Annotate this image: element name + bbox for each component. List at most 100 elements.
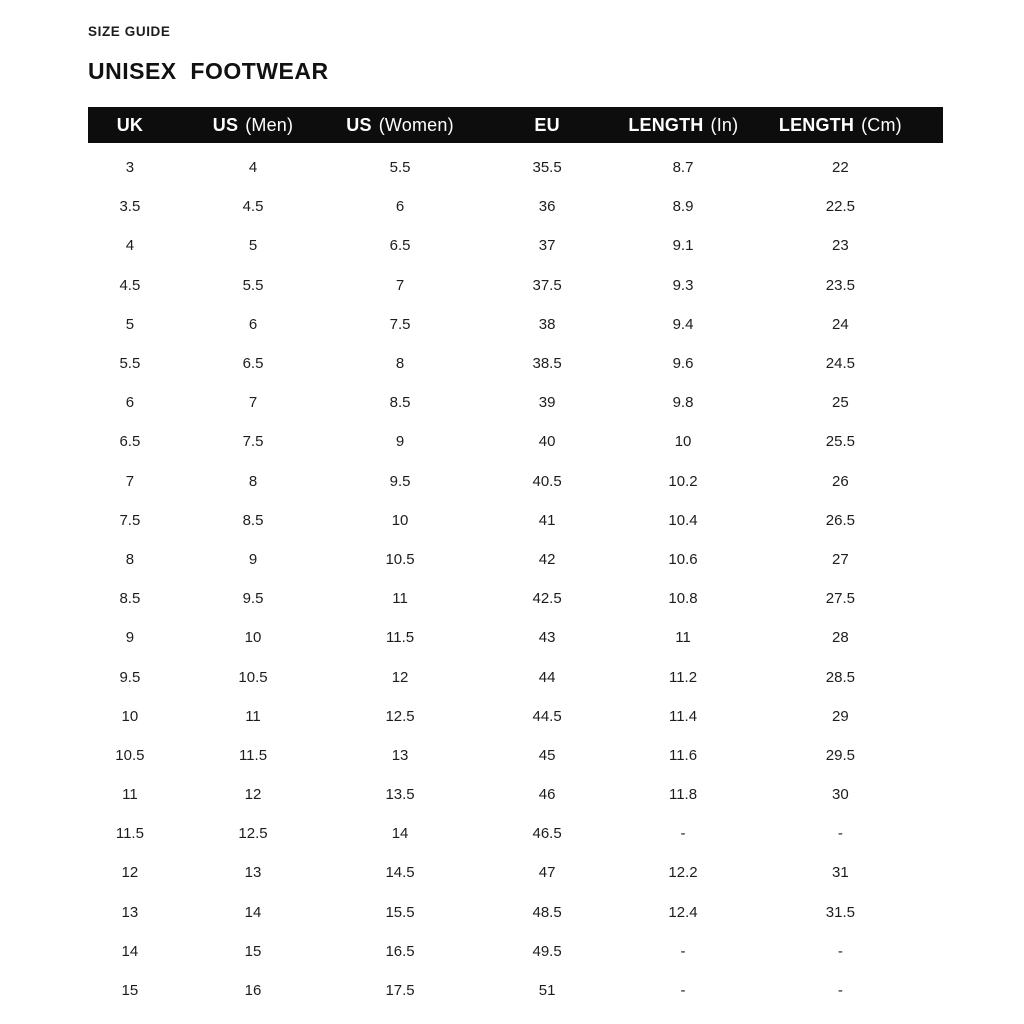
size-cell: 11.2 (668, 668, 698, 686)
size-cell: 10 (244, 629, 262, 647)
size-cell: 5 (125, 315, 135, 333)
size-cell: 6 (248, 315, 258, 333)
table-row: 4 5 6.5 37 9.1 23 (88, 226, 943, 265)
size-cell: 26.5 (825, 511, 855, 529)
size-cell: 35.5 (532, 159, 562, 177)
table-row: 11 12 13.5 46 11.8 30 (88, 775, 943, 814)
table-row: 7 8 9.5 40.5 10.2 26 (88, 462, 943, 501)
table-row: 15 16 17.5 51 - - (88, 971, 943, 1010)
table-row: 3 4 5.5 35.5 8.7 22 (88, 148, 943, 187)
size-cell: 7.5 (242, 433, 264, 451)
column-header-us-men: US (Men) (171, 107, 335, 143)
size-cell: 9.5 (242, 590, 264, 608)
size-cell: 11.8 (668, 786, 698, 804)
size-cell: 17.5 (385, 982, 415, 1000)
size-cell: 24 (832, 315, 849, 333)
size-cell: 13 (391, 746, 409, 764)
size-cell: 12 (244, 786, 262, 804)
size-cell: 27 (832, 550, 849, 568)
size-cell: 36 (538, 198, 556, 216)
size-cell: 11 (392, 590, 408, 608)
table-row: 5 6 7.5 38 9.4 24 (88, 305, 943, 344)
table-row: 13 14 15.5 48.5 12.4 31.5 (88, 893, 943, 932)
size-cell: 11.5 (115, 825, 144, 843)
size-guide-label: SIZE GUIDE (88, 24, 171, 39)
size-cell: 25.5 (825, 433, 855, 451)
size-cell: 29.5 (825, 746, 855, 764)
size-cell: 40 (538, 433, 556, 451)
size-cell: 7 (125, 472, 135, 490)
size-cell: 8 (125, 550, 135, 568)
size-cell: 38 (538, 315, 556, 333)
table-row: 8.5 9.5 11 42.5 10.8 27.5 (88, 579, 943, 618)
size-cell: 26 (832, 472, 849, 490)
size-cell: 29 (832, 707, 849, 725)
size-cell: 4 (125, 237, 135, 255)
size-cell: 12 (391, 668, 409, 686)
size-cell: 23.5 (825, 276, 855, 294)
size-cell: 5.5 (119, 355, 141, 373)
size-cell: 11.5 (386, 629, 415, 647)
size-cell: 6.5 (242, 355, 264, 373)
size-cell: 7 (395, 276, 405, 294)
size-cell: 10 (121, 707, 139, 725)
size-cell: 41 (538, 511, 556, 529)
table-row: 4.5 5.5 7 37.5 9.3 23.5 (88, 266, 943, 305)
size-cell: 15 (244, 942, 262, 960)
column-label: EU (534, 114, 560, 135)
size-cell: 9 (125, 629, 135, 647)
size-cell: 9.5 (389, 472, 411, 490)
size-cell: 14 (391, 825, 409, 843)
table-row: 12 13 14.5 47 12.2 31 (88, 853, 943, 892)
size-cell: 48.5 (532, 903, 562, 921)
size-cell: 42 (538, 550, 556, 568)
column-label: LENGTH (628, 114, 704, 135)
size-cell: 12.4 (668, 903, 698, 921)
size-cell: 11.5 (238, 746, 268, 764)
size-cell: 30 (832, 786, 849, 804)
size-cell: 40.5 (532, 472, 562, 490)
size-cell: 13.5 (385, 786, 415, 804)
size-cell: 4.5 (242, 198, 264, 216)
size-cell: 14.5 (385, 864, 415, 882)
size-cell: 7 (248, 394, 258, 412)
size-cell: 49.5 (532, 942, 562, 960)
size-cell: 6.5 (119, 433, 141, 451)
size-cell: 15.5 (385, 903, 415, 921)
size-cell: 23 (832, 237, 849, 255)
size-cell: 8.5 (389, 394, 411, 412)
size-cell: 8 (248, 472, 258, 490)
size-cell: - (680, 825, 686, 843)
size-cell: 8.7 (672, 159, 694, 177)
size-cell: 22.5 (825, 198, 855, 216)
size-cell: 31.5 (825, 903, 855, 921)
table-row: 14 15 16.5 49.5 - - (88, 932, 943, 971)
size-cell: 37 (538, 237, 556, 255)
column-qualifier: (In) (710, 114, 739, 135)
column-header-us-women: US (Women) (334, 107, 466, 143)
size-cell: 28 (832, 629, 849, 647)
size-cell: 11 (245, 707, 261, 725)
size-cell: 7.5 (389, 315, 411, 333)
table-row: 10 11 12.5 44.5 11.4 29 (88, 697, 943, 736)
size-cell: 22 (832, 159, 849, 177)
page-title: UNISEX FOOTWEAR (88, 58, 329, 84)
size-cell: 9.8 (672, 394, 694, 412)
size-cell: 5 (248, 237, 258, 255)
size-cell: 5.5 (389, 159, 411, 177)
size-cell: - (837, 825, 843, 843)
column-header-eu: EU (465, 107, 629, 143)
size-cell: 11.4 (668, 707, 698, 725)
size-cell: 10.4 (668, 511, 698, 529)
size-cell: - (837, 982, 843, 1000)
table-row: 11.5 12.5 14 46.5 - - (88, 814, 943, 853)
table-row: 9 10 11.5 43 11 28 (88, 618, 943, 657)
column-label: UK (116, 114, 144, 135)
size-cell: 42.5 (532, 590, 562, 608)
size-table-header: UK US (Men) US (Women) EU LENGTH (In) LENGT… (88, 107, 943, 143)
size-cell: 10 (391, 511, 409, 529)
size-cell: 10 (674, 433, 692, 451)
size-cell: 13 (244, 864, 262, 882)
size-cell: 43 (538, 629, 556, 647)
